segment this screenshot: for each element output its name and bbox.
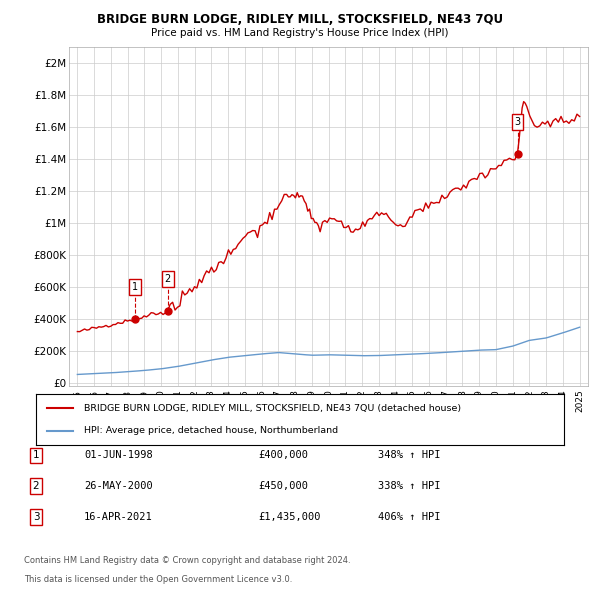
Text: 3: 3 — [514, 117, 521, 127]
Text: £400,000: £400,000 — [258, 451, 308, 460]
Text: 1: 1 — [131, 282, 137, 292]
Text: This data is licensed under the Open Government Licence v3.0.: This data is licensed under the Open Gov… — [24, 575, 292, 584]
Text: 2: 2 — [32, 481, 40, 491]
Text: HPI: Average price, detached house, Northumberland: HPI: Average price, detached house, Nort… — [83, 427, 338, 435]
Text: £450,000: £450,000 — [258, 481, 308, 491]
Text: Contains HM Land Registry data © Crown copyright and database right 2024.: Contains HM Land Registry data © Crown c… — [24, 556, 350, 565]
Text: 16-APR-2021: 16-APR-2021 — [84, 512, 153, 522]
Text: 01-JUN-1998: 01-JUN-1998 — [84, 451, 153, 460]
Text: 1: 1 — [32, 451, 40, 460]
Text: 406% ↑ HPI: 406% ↑ HPI — [378, 512, 440, 522]
Text: 26-MAY-2000: 26-MAY-2000 — [84, 481, 153, 491]
Text: 348% ↑ HPI: 348% ↑ HPI — [378, 451, 440, 460]
Text: BRIDGE BURN LODGE, RIDLEY MILL, STOCKSFIELD, NE43 7QU (detached house): BRIDGE BURN LODGE, RIDLEY MILL, STOCKSFI… — [83, 404, 461, 412]
Text: 338% ↑ HPI: 338% ↑ HPI — [378, 481, 440, 491]
Text: Price paid vs. HM Land Registry's House Price Index (HPI): Price paid vs. HM Land Registry's House … — [151, 28, 449, 38]
Text: £1,435,000: £1,435,000 — [258, 512, 320, 522]
Text: BRIDGE BURN LODGE, RIDLEY MILL, STOCKSFIELD, NE43 7QU: BRIDGE BURN LODGE, RIDLEY MILL, STOCKSFI… — [97, 13, 503, 26]
Text: 3: 3 — [32, 512, 40, 522]
Text: 2: 2 — [164, 274, 171, 284]
